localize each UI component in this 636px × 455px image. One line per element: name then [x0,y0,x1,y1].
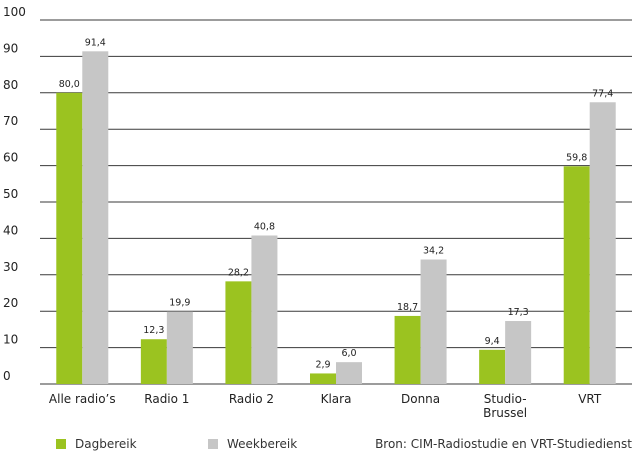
data-labels: 80,0 91,4 12,3 19,9 28,2 40,8 2,9 6,0 18,7 34,2 9,… [59,37,614,370]
category-label: Klara [321,392,352,406]
y-tick-label: 0 [3,369,11,383]
data-label: 80,0 [59,79,80,90]
legend-label-weekbereik: Weekbereik [227,437,298,451]
legend-item-weekbereik: Weekbereik [208,437,297,451]
x-axis-categories: Alle radio’s Radio 1 Radio 2 Klara Donna Stud… [49,392,602,420]
y-tick-label: 80 [3,78,18,92]
data-label: 28,2 [228,267,249,278]
y-tick-label: 10 [3,333,18,347]
bar-chart: 0 10 20 30 40 50 60 70 80 90 100 80,0 91,4 12,3 19,9 2… [3,5,632,420]
data-label: 12,3 [143,325,164,336]
category-label: VRT [578,392,602,406]
bar-dagbereik [394,315,421,384]
data-label: 2,9 [315,359,330,370]
bar-dagbereik [140,339,167,384]
bar-dagbereik [563,166,590,384]
y-tick-label: 20 [3,296,18,310]
legend-item-dagbereik: Dagbereik [56,437,137,451]
legend-swatch-dagbereik [56,439,66,449]
bar-weekbereik [82,51,109,384]
data-label: 34,2 [423,246,444,257]
data-label: 6,0 [341,348,356,359]
y-axis-ticks: 0 10 20 30 40 50 60 70 80 90 100 [3,5,26,383]
y-tick-label: 40 [3,223,18,237]
bar-dagbereik [479,349,506,384]
data-label: 9,4 [485,336,500,347]
category-label: Radio 1 [144,392,189,406]
category-label: Donna [401,392,440,406]
data-label: 77,4 [592,88,613,99]
bar-dagbereik [310,373,336,384]
category-label: Radio 2 [229,392,274,406]
y-tick-label: 60 [3,151,18,165]
bar-weekbereik [166,311,193,384]
y-tick-label: 30 [3,260,18,274]
data-label: 40,8 [254,221,275,232]
data-label: 19,9 [169,298,190,309]
y-tick-label: 100 [3,5,26,19]
bar-dagbereik [56,92,83,385]
gridlines [40,19,632,385]
source-note: Bron: CIM-Radiostudie en VRT-Studiediens… [375,437,632,451]
data-label: 17,3 [508,307,529,318]
y-tick-label: 70 [3,114,18,128]
legend-swatch-weekbereik [208,439,218,449]
bar-weekbereik [505,321,532,384]
bar-weekbereik [589,102,616,384]
data-label: 91,4 [85,37,106,48]
y-tick-label: 50 [3,187,18,201]
bar-weekbereik [251,235,278,384]
y-tick-label: 90 [3,41,18,55]
data-label: 59,8 [566,152,587,163]
legend-label-dagbereik: Dagbereik [75,437,137,451]
data-label: 18,7 [397,302,418,313]
bar-dagbereik [225,281,252,384]
category-label: Studio-Brussel [483,392,527,420]
bar-weekbereik [336,362,362,384]
category-label: Alle radio’s [49,392,116,406]
bar-weekbereik [420,259,447,384]
bars [56,51,616,385]
